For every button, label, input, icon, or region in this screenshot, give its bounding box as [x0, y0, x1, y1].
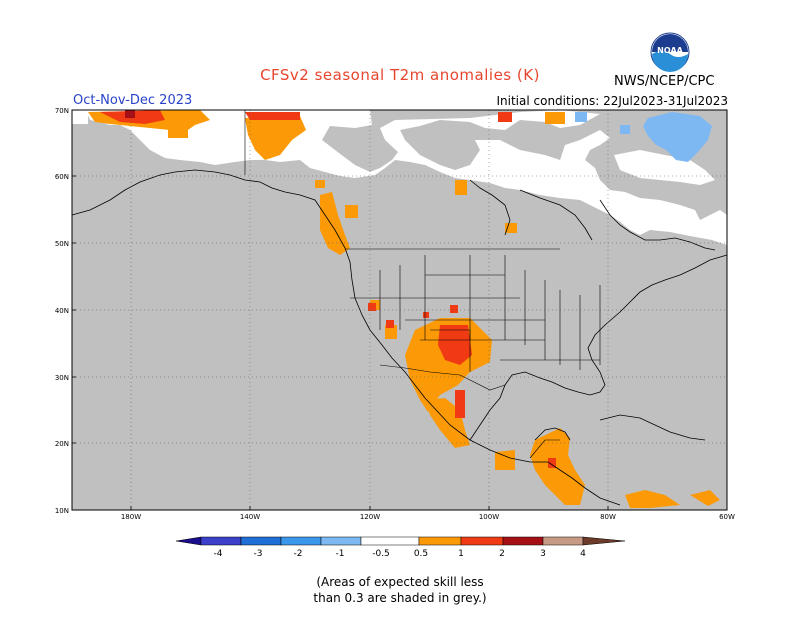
lon-label-100w: 100W: [479, 513, 499, 521]
colorbar-label: 2: [499, 549, 505, 559]
colorbar-swatch: [542, 536, 584, 546]
lon-label-80w: 80W: [600, 513, 616, 521]
noaa-logo-icon: NOAA: [650, 32, 690, 72]
lon-ticks: [130, 506, 728, 510]
cool-anomaly-regions: [575, 112, 712, 162]
lon-label-60w: 60W: [719, 513, 735, 521]
initial-conditions: Initial conditions: 22Jul2023-31Jul2023: [496, 94, 728, 108]
political-borders: [244, 110, 601, 459]
colorbar-low-arrow: [175, 536, 202, 546]
lat-label-10n: 10N: [55, 507, 69, 515]
lat-label-20n: 20N: [55, 440, 69, 448]
colorbar: -4 -3 -2 -1 -0.5 0.5 1 2 3 4: [175, 536, 626, 559]
svg-text:NOAA: NOAA: [657, 46, 683, 55]
colorbar-label: 0.5: [414, 549, 428, 559]
caption-line-1: (Areas of expected skill less: [316, 575, 484, 589]
colorbar-swatch: [280, 536, 322, 546]
lat-label-60n: 60N: [55, 173, 69, 181]
colorbar-high-arrow: [582, 536, 626, 546]
lat-label-40n: 40N: [55, 307, 69, 315]
colorbar-label: -4: [214, 549, 223, 559]
colorbar-swatch: [360, 536, 420, 546]
map-background: [72, 110, 727, 510]
lat-label-50n: 50N: [55, 240, 69, 248]
lon-label-180w: 180W: [121, 513, 141, 521]
lon-label-140w: 140W: [240, 513, 260, 521]
colorbar-swatch: [200, 536, 242, 546]
caption-line-2: than 0.3 are shaded in grey.): [313, 591, 487, 605]
colorbar-swatch: [418, 536, 462, 546]
colorbar-swatch: [240, 536, 282, 546]
colorbar-label: 1: [458, 549, 464, 559]
skill-caption: (Areas of expected skill less than 0.3 a…: [0, 574, 800, 606]
forecast-period: Oct-Nov-Dec 2023: [73, 93, 193, 108]
lon-label-120w: 120W: [360, 513, 380, 521]
lat-label-70n: 70N: [55, 107, 69, 115]
colorbar-label: 4: [580, 549, 586, 559]
colorbar-label: -2: [294, 549, 303, 559]
coastlines: [71, 169, 728, 506]
colorbar-swatch: [320, 536, 362, 546]
lat-label-30n: 30N: [55, 374, 69, 382]
warm-strong-anomaly-regions: [125, 110, 135, 118]
colorbar-label: -3: [254, 549, 263, 559]
colorbar-swatch: [460, 536, 504, 546]
colorbar-swatch: [502, 536, 544, 546]
organization-label: NWS/NCEP/CPC: [614, 74, 715, 89]
lat-ticks: [72, 109, 76, 511]
neutral-anomaly-regions: [72, 110, 727, 245]
colorbar-label: 3: [540, 549, 546, 559]
colorbar-label: -1: [336, 549, 345, 559]
map-title: CFSv2 seasonal T2m anomalies (K): [260, 66, 540, 84]
graticule: [72, 110, 727, 510]
colorbar-label: -0.5: [372, 549, 390, 559]
